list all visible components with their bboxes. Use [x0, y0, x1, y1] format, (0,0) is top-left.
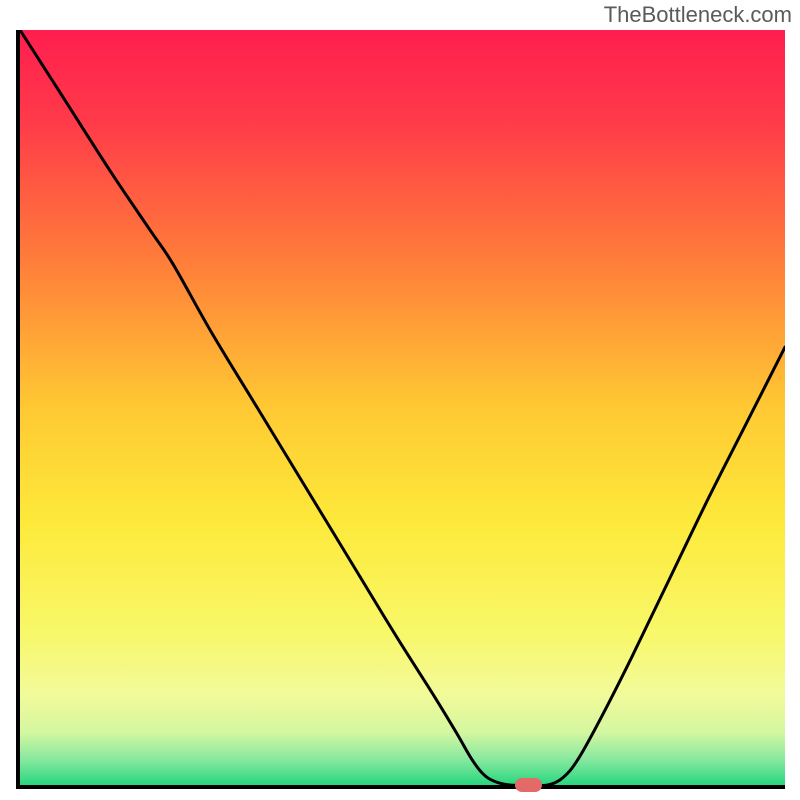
- plot-area: [20, 30, 785, 785]
- chart-container: TheBottleneck.com: [0, 0, 800, 800]
- bottleneck-curve: [20, 30, 785, 785]
- x-axis: [16, 785, 785, 789]
- optimal-point-marker: [515, 778, 542, 792]
- watermark-text: TheBottleneck.com: [604, 2, 792, 28]
